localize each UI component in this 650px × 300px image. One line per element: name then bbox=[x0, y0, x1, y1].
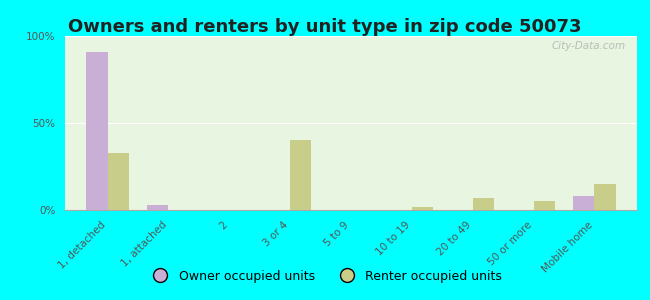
Bar bbox=[594, 184, 616, 210]
Bar bbox=[147, 205, 168, 210]
Bar bbox=[108, 153, 129, 210]
Bar bbox=[412, 206, 433, 210]
Text: Owners and renters by unit type in zip code 50073: Owners and renters by unit type in zip c… bbox=[68, 18, 582, 36]
Bar bbox=[473, 198, 494, 210]
Bar bbox=[86, 52, 108, 210]
Bar bbox=[290, 140, 311, 210]
Legend: Owner occupied units, Renter occupied units: Owner occupied units, Renter occupied un… bbox=[143, 265, 507, 288]
Text: City-Data.com: City-Data.com bbox=[551, 41, 625, 51]
Bar bbox=[534, 201, 555, 210]
Bar bbox=[573, 196, 594, 210]
